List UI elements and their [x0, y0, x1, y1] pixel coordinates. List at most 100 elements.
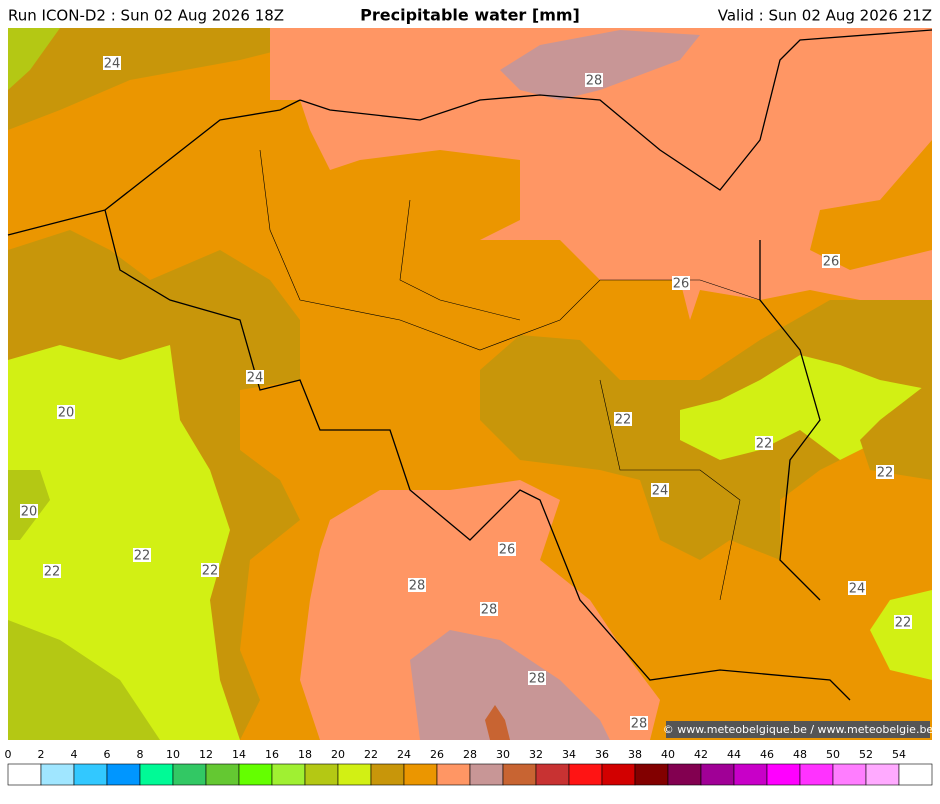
legend-swatch: [502, 763, 537, 786]
legend-tick-label: 22: [364, 748, 378, 761]
legend-tick-label: 20: [331, 748, 345, 761]
legend-swatch: [601, 763, 636, 786]
border: [7, 99, 851, 701]
contour-label: 28: [631, 717, 648, 732]
contour-label: 28: [409, 579, 426, 594]
legend-tick-label: 0: [5, 748, 12, 761]
region: [8, 620, 160, 740]
region: [410, 630, 610, 740]
legend-swatch: [634, 763, 669, 786]
contour-label-box: [498, 542, 516, 556]
contour-label: 24: [247, 371, 264, 386]
legend: 0 2 4 6 8 10 12 14 16 18 20 22 24 26 28 30 32 34 36 38 40 42 4…: [5, 748, 933, 786]
contour-label: 22: [877, 466, 894, 481]
legend-swatch: [865, 763, 900, 786]
legend-tick-label: 44: [727, 748, 741, 761]
legend-swatch: [370, 763, 405, 786]
legend-tick-label: 52: [859, 748, 873, 761]
legend-swatch: [568, 763, 603, 786]
contour-label: 24: [104, 57, 121, 72]
legend-tick-label: 18: [298, 748, 312, 761]
contour-label: 22: [134, 549, 151, 564]
contour-label-box: [103, 56, 121, 70]
legend-swatch: [535, 763, 570, 786]
legend-tick-label: 36: [595, 748, 609, 761]
contour-label: 26: [673, 277, 690, 292]
legend-swatch: [139, 763, 174, 786]
region: [270, 28, 932, 320]
run-label: Run ICON-D2 : Sun 02 Aug 2026 18Z: [8, 7, 284, 25]
contour-label: 22: [44, 565, 61, 580]
legend-swatch: [106, 763, 141, 786]
legend-tick-label: 48: [793, 748, 807, 761]
region: [860, 380, 932, 480]
contour-label-box: [822, 254, 840, 268]
contour-label-box: [43, 564, 61, 578]
contour-label-box: [201, 563, 219, 577]
legend-swatch: [700, 763, 735, 786]
legend-tick-label: 50: [826, 748, 840, 761]
contour-label-box: [755, 436, 773, 450]
legend-swatch: [238, 763, 273, 786]
contour-label: 24: [849, 582, 866, 597]
legend-swatch: [337, 763, 372, 786]
legend-tick-label: 6: [104, 748, 111, 761]
legend-swatch: [469, 763, 504, 786]
region: [870, 590, 932, 680]
contour-label-box: [57, 405, 75, 419]
legend-tick-label: 4: [71, 748, 78, 761]
legend-swatch: [667, 763, 702, 786]
legend-swatch: [205, 763, 240, 786]
contour-label: 22: [615, 413, 632, 428]
contour-label-box: [246, 370, 264, 384]
legend-swatch: [766, 763, 801, 786]
legend-tick-label: 34: [562, 748, 576, 761]
legend-tick-label: 42: [694, 748, 708, 761]
legend-tick-label: 14: [232, 748, 246, 761]
legend-tick-label: 38: [628, 748, 642, 761]
legend-swatch: [898, 763, 933, 786]
border: [259, 149, 761, 601]
legend-tick-label: 32: [529, 748, 543, 761]
contour-label-box: [528, 671, 546, 685]
legend-swatch: [832, 763, 867, 786]
contour-label-box: [894, 615, 912, 629]
contour-label: 28: [481, 603, 498, 618]
legend-swatch: [436, 763, 471, 786]
legend-tick-label: 30: [496, 748, 510, 761]
legend-swatch: [40, 763, 75, 786]
legend-swatch: [271, 763, 306, 786]
legend-tick-label: 10: [166, 748, 180, 761]
map-title: Precipitable water [mm]: [360, 6, 580, 25]
region: [8, 28, 60, 90]
legend-tick-label: 16: [265, 748, 279, 761]
legend-tick-label: 54: [892, 748, 906, 761]
legend-tick-label: 40: [661, 748, 675, 761]
region: [8, 345, 240, 740]
contour-label: 26: [499, 543, 516, 558]
legend-tick-label: 12: [199, 748, 213, 761]
legend-swatch: [73, 763, 108, 786]
contour-label-box: [20, 504, 38, 518]
contour-label-box: [848, 581, 866, 595]
contour-label: 22: [202, 564, 219, 579]
legend-tick-label: 2: [38, 748, 45, 761]
contour-label-box: [630, 716, 648, 730]
legend-tick-label: 24: [397, 748, 411, 761]
contour-label-box: [672, 276, 690, 290]
contour-label: 22: [895, 616, 912, 631]
legend-swatch: [172, 763, 207, 786]
contour-label: 28: [586, 74, 603, 89]
map: [7, 28, 933, 740]
region: [8, 28, 330, 130]
legend-tick-label: 8: [137, 748, 144, 761]
contour-label-box: [614, 412, 632, 426]
contour-label-box: [133, 548, 151, 562]
contour-label: 24: [652, 484, 669, 499]
valid-label: Valid : Sun 02 Aug 2026 21Z: [718, 7, 932, 25]
region: [485, 705, 510, 740]
legend-tick-label: 46: [760, 748, 774, 761]
legend-tick-label: 28: [463, 748, 477, 761]
contour-labels: 24 28 26 26 24 20 22 22 22 24 20 26 22 22 22 28 24 28 22 28…: [20, 56, 912, 732]
